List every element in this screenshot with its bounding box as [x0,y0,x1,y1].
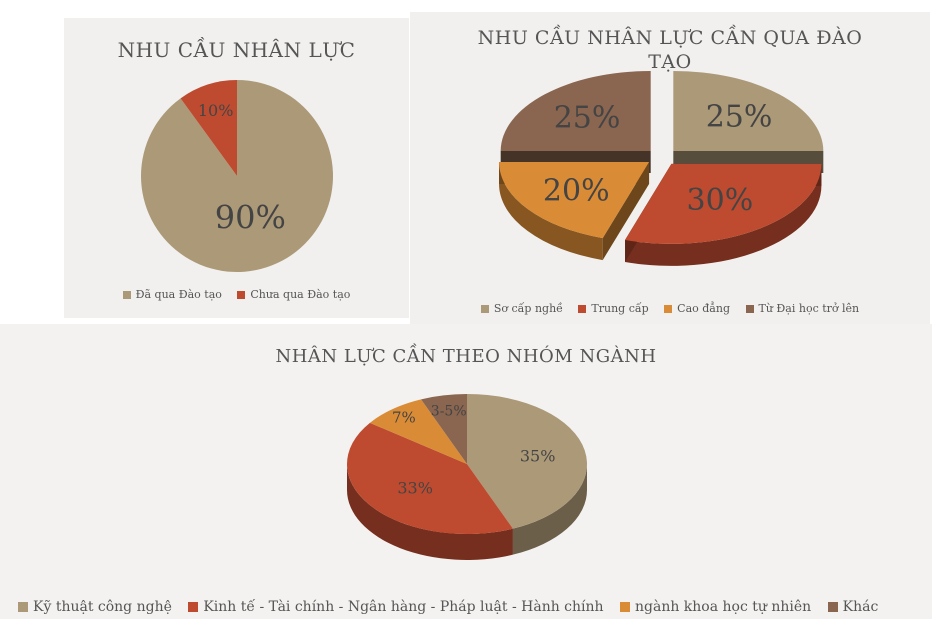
data-label: 30% [687,183,754,218]
legend-item: Từ Đại học trở lên [745,302,860,315]
pie-slice [180,80,237,176]
pie-slice-side [499,162,603,261]
pie-slice [347,422,513,534]
legend-item: Kỹ thuật công nghệ [18,599,172,615]
data-label: 20% [543,174,610,209]
data-label: 25% [706,99,773,134]
legend: Sơ cấp nghề Trung cấp Cao đẳng Từ Đại họ… [410,302,930,315]
pie-slice [673,70,824,151]
pie-slice [140,80,333,272]
legend-label: Sơ cấp nghề [493,302,563,315]
legend-item: Cao đẳng [664,302,730,315]
data-label: 90% [215,198,286,236]
legend-label: Trung cấp [591,302,649,315]
legend-swatch [578,305,587,313]
chart-title: NHÂN LỰC CẦN THEO NHÓM NGÀNH [275,346,657,367]
chart-title: NHU CẦU NHÂN LỰC [117,38,356,62]
legend-item: Đã qua Đào tạo [122,288,222,301]
pie-slice-side [512,464,587,555]
legend-item: Sơ cấp nghề [480,302,563,315]
legend-swatch [237,291,246,299]
pie-slice [500,70,651,151]
data-label: 33% [397,478,433,497]
legend-item: Chưa qua Đào tạo [237,288,350,301]
data-label: 25% [554,101,621,136]
legend-item: ngành khoa học tự nhiên [620,599,811,615]
legend-swatch [188,602,199,612]
legend-swatch [480,305,489,313]
legend-label: Kỹ thuật công nghệ [33,599,172,615]
legend-swatch [122,291,131,299]
chart-panel-training: NHU CẦU NHÂN LỰC 90% 10% Đã qua Đào tạo C… [64,18,409,318]
legend-label: ngành khoa học tự nhiên [635,599,812,615]
chart-panel-industry-group: NHÂN LỰC CẦN THEO NHÓM NGÀNH 35% 33% 7% 3-5… [0,324,932,619]
legend-item: Kinh tế - Tài chính - Ngân hàng - Pháp l… [188,599,604,615]
legend-swatch [827,602,838,612]
pie-slice [369,399,467,464]
legend-swatch [620,602,630,612]
pie-slice [625,163,822,244]
pie-chart-training: 90% 10% [140,80,333,272]
legend-label: Khác [842,599,879,615]
legend-label: Đã qua Đào tạo [135,288,222,301]
pie-slice-side [625,163,822,266]
legend-label: Kinh tế - Tài chính - Ngân hàng - Pháp l… [203,599,604,615]
data-label: 7% [392,409,416,427]
legend: Đã qua Đào tạo Chưa qua Đào tạo [64,288,409,301]
legend-swatch [664,305,673,313]
pie-slice [499,162,650,239]
pie-slice [467,394,588,529]
pie-chart-industry-group: 35% 33% 7% 3-5% [347,394,588,560]
legend: Kỹ thuật công nghệ Kinh tế - Tài chính -… [12,599,884,615]
pie-slice [421,394,467,464]
legend-swatch [18,602,28,612]
chart-panel-education-level: NHU CẦU NHÂN LỰC CẦN QUA ĐÀO TẠO 25% 30% 2… [410,12,930,328]
legend-swatch [745,305,754,313]
pie-slice-side [347,464,513,560]
legend-item: Trung cấp [578,302,649,315]
pie-slice-edge [602,162,650,261]
data-label: 3-5% [431,403,467,419]
legend-label: Cao đẳng [677,302,730,315]
legend-item: Khác [827,599,879,615]
chart-title: NHU CẦU NHÂN LỰC CẦN QUA ĐÀO TẠO [477,27,863,73]
pie-chart-education-level: 25% 30% 20% 25% [499,70,824,266]
data-label: 10% [198,101,234,120]
data-label: 35% [520,446,556,465]
legend-label: Từ Đại học trở lên [758,302,860,315]
legend-label: Chưa qua Đào tạo [250,288,351,301]
